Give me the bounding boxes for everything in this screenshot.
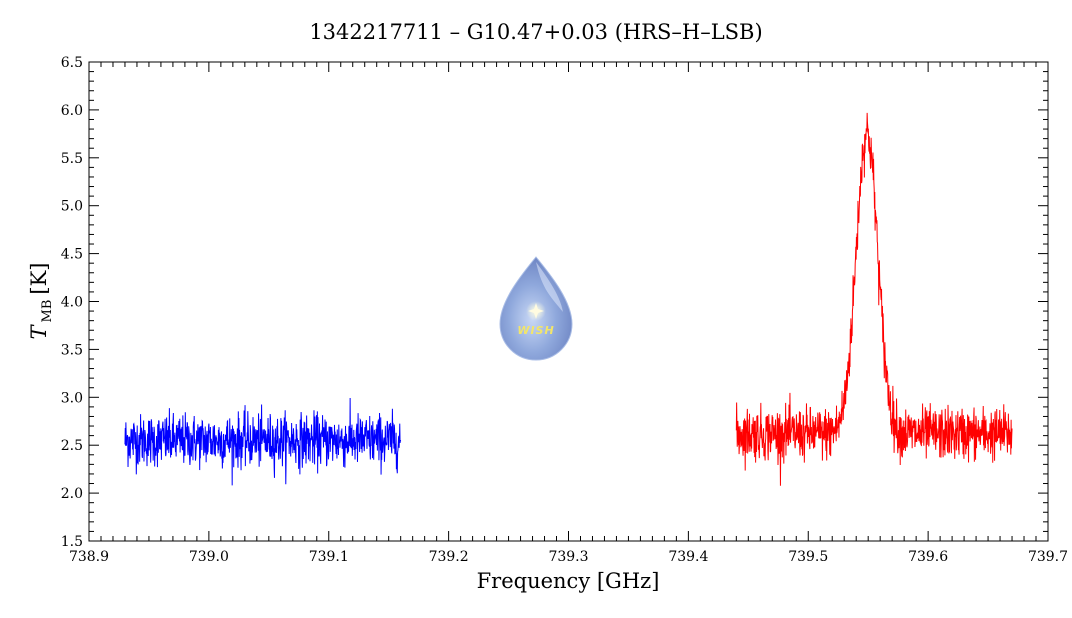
y-tick-label: 6.0	[61, 103, 83, 119]
x-axis-label: Frequency [GHz]	[477, 569, 660, 593]
x-tick-label: 739.2	[429, 549, 469, 565]
x-tick-label: 739.3	[548, 549, 588, 565]
series-line-2	[735, 112, 1013, 486]
series-line-1	[124, 398, 402, 486]
y-tick-labels: 1.5 2.0 2.5 3.0 3.5 4.0 4.5 5.0 5.5 6.0 6.5	[61, 55, 83, 550]
y-axis-unit: [K]	[27, 263, 51, 295]
y-tick-label: 4.5	[61, 247, 83, 263]
y-axis-symbol: T	[27, 323, 51, 339]
y-tick-label: 6.5	[61, 55, 83, 71]
y-tick-label: 5.5	[61, 151, 83, 167]
chart-title: 1342217711 – G10.47+0.03 (HRS–H–LSB)	[309, 20, 762, 44]
x-tick-label: 739.0	[189, 549, 229, 565]
x-tick-label: 739.4	[668, 549, 708, 565]
y-axis-subscript: MB	[40, 300, 55, 323]
y-tick-label: 2.0	[61, 486, 83, 502]
y-axis-label: TMB [K]	[27, 263, 55, 340]
x-tick-label: 739.6	[908, 549, 948, 565]
star-icon	[528, 303, 544, 319]
x-tick-label: 738.9	[69, 549, 109, 565]
x-tick-label: 739.5	[788, 549, 828, 565]
wish-logo: WISH	[499, 256, 573, 361]
y-tick-label: 4.0	[61, 295, 83, 311]
y-tick-label: 1.5	[61, 534, 83, 550]
logo-text: WISH	[517, 324, 554, 337]
svg-text:TMB[K]: TMB [K]	[27, 263, 55, 340]
series-group	[124, 112, 1013, 486]
x-tick-label: 739.1	[309, 549, 349, 565]
x-tick-label: 739.7	[1028, 549, 1068, 565]
y-tick-label: 3.0	[61, 390, 83, 406]
axis-ticks	[88, 61, 1049, 542]
y-tick-label: 3.5	[61, 342, 83, 358]
plot-frame	[88, 61, 1049, 542]
y-tick-label: 2.5	[61, 438, 83, 454]
x-tick-labels: 738.9 739.0 739.1 739.2 739.3 739.4 739.5 739.6…	[69, 549, 1068, 565]
y-tick-label: 5.0	[61, 199, 83, 215]
